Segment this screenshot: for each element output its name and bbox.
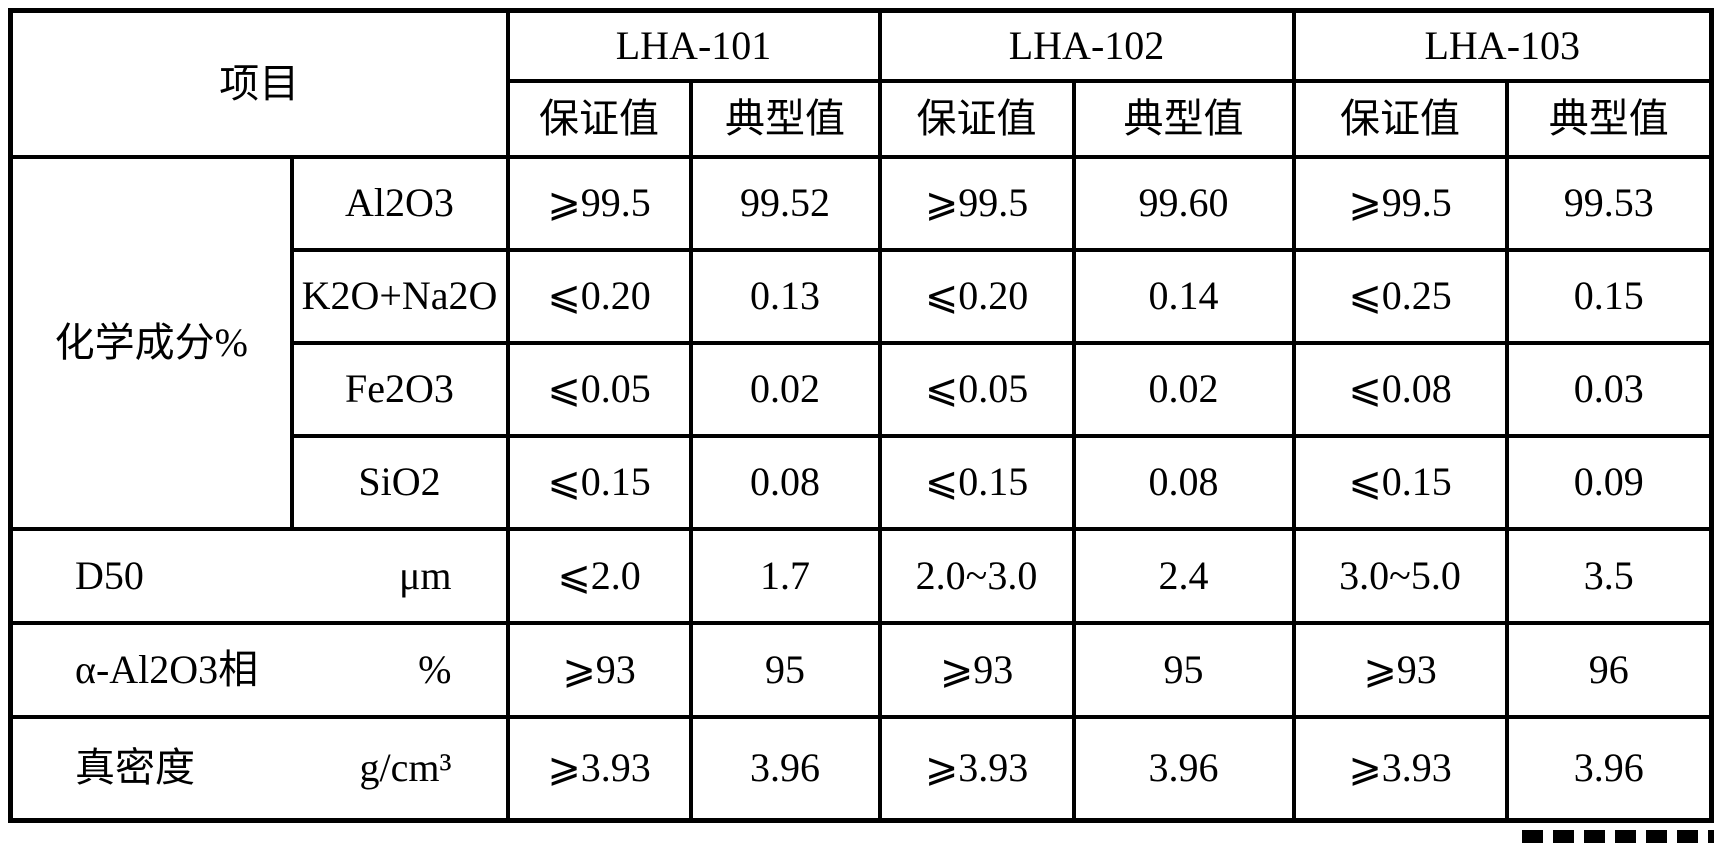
- table-row-d50: D50 μm ⩽2.0 1.7 2.0~3.0 2.4 3.0~5.0 3.5: [8, 526, 1714, 625]
- property-unit: %: [418, 646, 452, 692]
- value-cell: 0.03: [1504, 340, 1714, 438]
- value-cell: 3.96: [688, 714, 882, 823]
- subheader-typical-103: 典型值: [1504, 78, 1714, 159]
- property-label-cell: α-Al2O3相 %: [8, 620, 510, 719]
- value-cell: 99.52: [688, 154, 882, 252]
- watermark-artifact: [1516, 830, 1714, 843]
- value-cell: 2.0~3.0: [877, 526, 1076, 625]
- value-cell: ⩾3.93: [877, 714, 1076, 823]
- value-cell: ⩽2.0: [505, 526, 693, 625]
- value-cell: 0.08: [688, 433, 882, 531]
- table-row-fe2o3: Fe2O3 ⩽0.05 0.02 ⩽0.05 0.02 ⩽0.08 0.03: [11, 340, 1714, 438]
- value-cell: ⩽0.05: [877, 340, 1076, 438]
- value-cell: 0.13: [688, 247, 882, 345]
- value-cell: ⩾3.93: [1291, 714, 1509, 823]
- value-cell: ⩽0.20: [877, 247, 1076, 345]
- value-cell: 0.14: [1071, 247, 1296, 345]
- product-header-lha-102: LHA-102: [877, 8, 1296, 83]
- table-row-al2o3: 化学成分% Al2O3 ⩾99.5 99.52 ⩾99.5 99.60 ⩾99.…: [8, 154, 1714, 531]
- value-cell: 0.08: [1071, 433, 1296, 531]
- value-cell: ⩾93: [505, 620, 693, 719]
- chem-name-cell: Fe2O3: [289, 340, 510, 438]
- value-cell: 3.96: [1071, 714, 1296, 823]
- value-cell: 2.4: [1071, 526, 1296, 625]
- item-header-cell: 项目: [8, 8, 510, 159]
- header-row-subheaders: 保证值 典型值 保证值 典型值 保证值 典型值: [11, 78, 1714, 159]
- table-row-true-density: 真密度 g/cm³ ⩾3.93 3.96 ⩾3.93 3.96 ⩾3.93 3.…: [8, 714, 1714, 823]
- value-cell: ⩾99.5: [877, 154, 1076, 252]
- product-spec-table: 项目 LHA-101 LHA-102 LHA-103 保证值 典型值 保证值 典…: [8, 8, 1714, 823]
- value-cell: 0.02: [688, 340, 882, 438]
- value-cell: 0.02: [1071, 340, 1296, 438]
- product-header-lha-101: LHA-101: [505, 8, 882, 83]
- property-name: 真密度: [75, 745, 195, 791]
- value-cell: ⩾93: [877, 620, 1076, 719]
- value-cell: 95: [1071, 620, 1296, 719]
- value-cell: 0.09: [1504, 433, 1714, 531]
- value-cell: ⩽0.15: [1291, 433, 1509, 531]
- value-cell: ⩽0.05: [505, 340, 693, 438]
- value-cell: 3.5: [1504, 526, 1714, 625]
- value-cell: ⩽0.15: [505, 433, 693, 531]
- chem-name-cell: K2O+Na2O: [289, 247, 510, 345]
- value-cell: 95: [688, 620, 882, 719]
- value-cell: ⩾99.5: [1291, 154, 1509, 252]
- value-cell: 3.96: [1504, 714, 1714, 823]
- value-cell: 3.0~5.0: [1291, 526, 1509, 625]
- value-cell: 0.15: [1504, 247, 1714, 345]
- value-cell: 99.53: [1504, 154, 1714, 252]
- subheader-typical-102: 典型值: [1071, 78, 1296, 159]
- value-cell: ⩾3.93: [505, 714, 693, 823]
- header-row-products: 项目 LHA-101 LHA-102 LHA-103: [8, 8, 1714, 159]
- value-cell: 96: [1504, 620, 1714, 719]
- property-unit: μm: [398, 552, 452, 598]
- property-label-cell: 真密度 g/cm³: [8, 714, 510, 823]
- value-cell: 99.60: [1071, 154, 1296, 252]
- product-header-lha-103: LHA-103: [1291, 8, 1714, 83]
- chem-name-cell: Al2O3: [289, 154, 510, 252]
- property-label-cell: D50 μm: [8, 526, 510, 625]
- value-cell: ⩾93: [1291, 620, 1509, 719]
- subheader-typical-101: 典型值: [688, 78, 882, 159]
- property-name: α-Al2O3相: [75, 646, 259, 692]
- value-cell: 1.7: [688, 526, 882, 625]
- value-cell: ⩽0.25: [1291, 247, 1509, 345]
- table-row-sio2: SiO2 ⩽0.15 0.08 ⩽0.15 0.08 ⩽0.15 0.09: [11, 433, 1714, 531]
- chem-name-cell: SiO2: [289, 433, 510, 531]
- value-cell: ⩽0.20: [505, 247, 693, 345]
- table-row-alpha-al2o3: α-Al2O3相 % ⩾93 95 ⩾93 95 ⩾93 96: [8, 620, 1714, 719]
- subheader-guaranteed-102: 保证值: [877, 78, 1076, 159]
- chem-group-cell: 化学成分%: [8, 154, 294, 531]
- table-row-k2o-na2o: K2O+Na2O ⩽0.20 0.13 ⩽0.20 0.14 ⩽0.25 0.1…: [11, 247, 1714, 345]
- value-cell: ⩽0.15: [877, 433, 1076, 531]
- subheader-guaranteed-101: 保证值: [505, 78, 693, 159]
- value-cell: ⩾99.5: [505, 154, 693, 252]
- value-cell: ⩽0.08: [1291, 340, 1509, 438]
- property-unit: g/cm³: [359, 745, 452, 791]
- subheader-guaranteed-103: 保证值: [1291, 78, 1509, 159]
- property-name: D50: [75, 552, 144, 598]
- spec-table-container: 项目 LHA-101 LHA-102 LHA-103 保证值 典型值 保证值 典…: [8, 8, 1714, 823]
